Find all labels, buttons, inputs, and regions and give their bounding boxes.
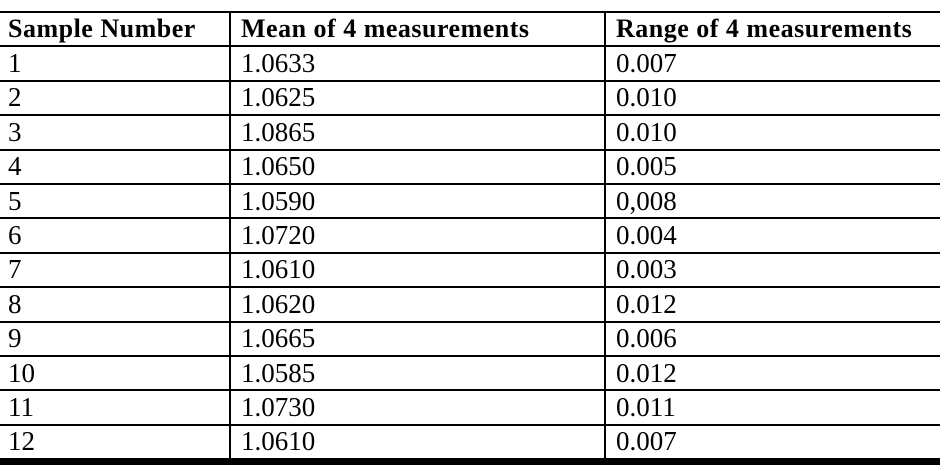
cell-mean: 1.0633 bbox=[229, 45, 606, 82]
cell-sample-number: 2 bbox=[0, 79, 231, 117]
cell-sample-number: 8 bbox=[0, 286, 231, 323]
cell-mean: 1.0665 bbox=[229, 320, 606, 357]
cell-range: 0.012 bbox=[604, 354, 940, 392]
cell-sample-number: 5 bbox=[0, 182, 231, 220]
column-header-sample-number: Sample Number bbox=[0, 10, 231, 48]
cell-sample-number: 11 bbox=[0, 389, 231, 426]
cell-range: 0.011 bbox=[604, 389, 940, 426]
cell-mean: 1.0720 bbox=[229, 217, 606, 254]
cell-range: 0.012 bbox=[604, 286, 940, 323]
table-row: 12 1.0610 0.007 bbox=[0, 423, 940, 463]
cell-range: 0.007 bbox=[604, 45, 940, 82]
table-row: 6 1.0720 0.004 bbox=[0, 217, 940, 254]
table-row: 4 1.0650 0.005 bbox=[0, 148, 940, 185]
cell-mean: 1.0865 bbox=[229, 114, 606, 151]
cell-range: 0.010 bbox=[604, 79, 940, 117]
cell-mean: 1.0625 bbox=[229, 79, 606, 117]
cell-range: 0.007 bbox=[604, 423, 940, 463]
cell-sample-number: 12 bbox=[0, 423, 231, 463]
cell-range: 0.010 bbox=[604, 114, 940, 151]
cell-sample-number: 10 bbox=[0, 354, 231, 392]
table-row: 3 1.0865 0.010 bbox=[0, 114, 940, 151]
column-header-range: Range of 4 measurements bbox=[604, 10, 940, 48]
cell-range: 0.004 bbox=[604, 217, 940, 254]
cell-mean: 1.0610 bbox=[229, 251, 606, 289]
cell-range: 0.005 bbox=[604, 148, 940, 185]
cell-sample-number: 6 bbox=[0, 217, 231, 254]
column-header-mean: Mean of 4 measurements bbox=[229, 10, 606, 48]
cell-sample-number: 3 bbox=[0, 114, 231, 151]
cell-sample-number: 7 bbox=[0, 251, 231, 289]
header-row: Sample Number Mean of 4 measurements Ran… bbox=[0, 10, 940, 48]
table-row: 2 1.0625 0.010 bbox=[0, 79, 940, 117]
table-row: 11 1.0730 0.011 bbox=[0, 389, 940, 426]
cell-sample-number: 1 bbox=[0, 45, 231, 82]
cell-range: 0.006 bbox=[604, 320, 940, 357]
cell-mean: 1.0585 bbox=[229, 354, 606, 392]
cell-sample-number: 4 bbox=[0, 148, 231, 185]
table-row: 7 1.0610 0.003 bbox=[0, 251, 940, 289]
cell-mean: 1.0650 bbox=[229, 148, 606, 185]
table-row: 5 1.0590 0,008 bbox=[0, 182, 940, 220]
table-row: 1 1.0633 0.007 bbox=[0, 45, 940, 82]
cell-mean: 1.0590 bbox=[229, 182, 606, 220]
cell-mean: 1.0730 bbox=[229, 389, 606, 426]
cell-range: 0.003 bbox=[604, 251, 940, 289]
cell-range: 0,008 bbox=[604, 182, 940, 220]
table-row: 9 1.0665 0.006 bbox=[0, 320, 940, 357]
cell-sample-number: 9 bbox=[0, 320, 231, 357]
cell-mean: 1.0620 bbox=[229, 286, 606, 323]
table-row: 10 1.0585 0.012 bbox=[0, 354, 940, 392]
cell-mean: 1.0610 bbox=[229, 423, 606, 463]
measurements-table: Sample Number Mean of 4 measurements Ran… bbox=[0, 10, 940, 466]
table-row: 8 1.0620 0.012 bbox=[0, 286, 940, 323]
